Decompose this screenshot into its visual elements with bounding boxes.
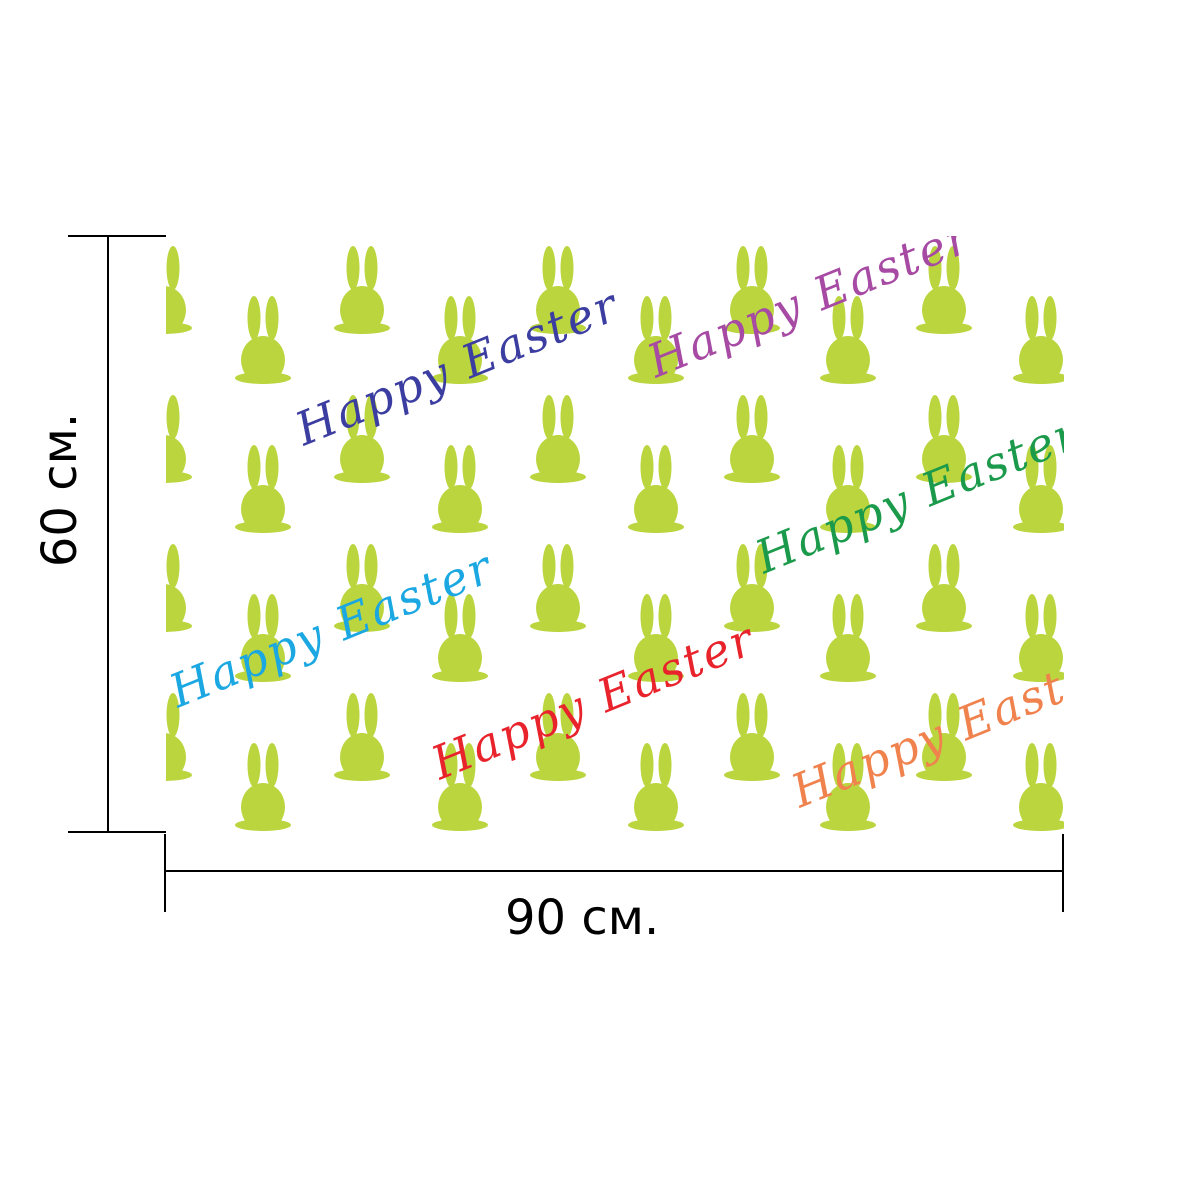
width-left-tick xyxy=(164,834,166,912)
bunny-silhouette-icon xyxy=(916,246,972,334)
bunny-silhouette-icon xyxy=(820,594,876,682)
width-dimension-line xyxy=(165,870,1064,872)
bunny-silhouette-icon xyxy=(432,445,488,533)
bunny-silhouette-icon xyxy=(1013,743,1064,831)
width-label: 90 см. xyxy=(505,890,660,946)
bunny-silhouette-icon xyxy=(1013,594,1064,682)
bunny-silhouette-icon xyxy=(432,296,488,384)
bunny-silhouette-icon xyxy=(1013,445,1064,533)
bunny-silhouette-icon xyxy=(530,395,586,483)
bunny-silhouette-icon xyxy=(820,296,876,384)
bunny-silhouette-icon xyxy=(916,544,972,632)
bunny-silhouette-icon xyxy=(530,544,586,632)
bunny-silhouette-icon xyxy=(628,296,684,384)
bunny-silhouette-icon xyxy=(724,544,780,632)
bunny-silhouette-icon xyxy=(334,395,390,483)
width-right-tick xyxy=(1062,834,1064,912)
bunny-pattern-layer xyxy=(166,246,1064,831)
height-label: 60 см. xyxy=(32,412,88,568)
bunny-silhouette-icon xyxy=(235,743,291,831)
bunny-silhouette-icon xyxy=(628,743,684,831)
bunny-silhouette-icon xyxy=(530,693,586,781)
bunny-silhouette-icon xyxy=(334,246,390,334)
height-top-tick xyxy=(68,235,166,237)
height-bottom-tick xyxy=(68,831,166,833)
bunny-silhouette-icon xyxy=(166,246,192,334)
bunny-silhouette-icon xyxy=(334,693,390,781)
bunny-silhouette-icon xyxy=(820,445,876,533)
bunny-silhouette-icon xyxy=(432,743,488,831)
bunny-silhouette-icon xyxy=(724,693,780,781)
bunny-silhouette-icon xyxy=(530,246,586,334)
bunny-silhouette-icon xyxy=(166,395,192,483)
bunny-silhouette-icon xyxy=(628,594,684,682)
bunny-silhouette-icon xyxy=(334,544,390,632)
bunny-silhouette-icon xyxy=(820,743,876,831)
bunny-silhouette-icon xyxy=(235,594,291,682)
bunny-silhouette-icon xyxy=(724,246,780,334)
bunny-silhouette-icon xyxy=(235,445,291,533)
bunny-silhouette-icon xyxy=(916,395,972,483)
bunny-silhouette-icon xyxy=(1013,296,1064,384)
fabric-print-area: Happy Easter Happy Easter Happy Easter H… xyxy=(166,236,1064,832)
bunny-silhouette-icon xyxy=(628,445,684,533)
bunny-silhouette-icon xyxy=(724,395,780,483)
bunny-silhouette-icon xyxy=(166,693,192,781)
bunny-silhouette-icon xyxy=(432,594,488,682)
bunny-silhouette-icon xyxy=(166,544,192,632)
bunny-silhouette-icon xyxy=(235,296,291,384)
bunny-silhouette-icon xyxy=(916,693,972,781)
height-dimension-line xyxy=(107,236,109,833)
